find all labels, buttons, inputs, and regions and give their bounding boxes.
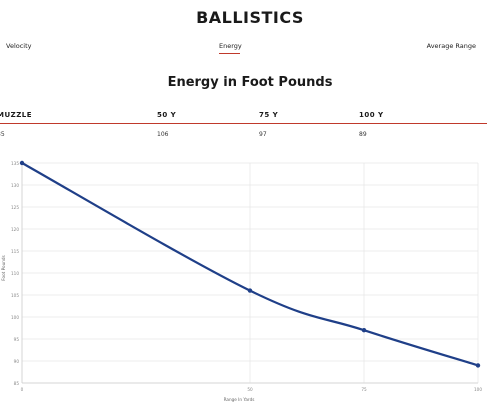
table-cell-75y: 97 (259, 131, 267, 138)
y-tick-label: 95 (14, 337, 20, 342)
tab-average-range[interactable]: Average Range (426, 42, 476, 50)
tab-energy[interactable]: Energy (219, 42, 242, 50)
data-point (247, 288, 253, 293)
table-cell-100y: 89 (359, 131, 367, 138)
table-header-75y: 75 Y (259, 111, 279, 119)
tab-velocity[interactable]: Velocity (6, 42, 32, 50)
y-tick-label: 110 (11, 271, 19, 276)
x-tick-label: 0 (21, 387, 24, 392)
y-tick-label: 115 (11, 249, 19, 254)
page-title: BALLISTICS (196, 8, 304, 27)
y-tick-label: 100 (11, 315, 19, 320)
y-tick-label: 125 (11, 205, 19, 210)
y-tick-label: 85 (14, 381, 20, 386)
y-tick-label: 135 (11, 161, 19, 166)
y-tick-label: 105 (11, 293, 19, 298)
y-tick-label: 130 (11, 183, 19, 188)
x-axis-label: Range In Yards (224, 397, 255, 402)
series-line (20, 161, 480, 367)
section-title: Energy in Foot Pounds (167, 75, 333, 90)
table-header-50y: 50 Y (157, 111, 177, 119)
table-cell-muzzle: 35 (0, 131, 5, 138)
table-header-100y: 100 Y (359, 111, 384, 119)
data-point (19, 160, 25, 166)
y-axis-label: Foot Pounds (1, 255, 6, 280)
x-tick-label: 75 (361, 387, 367, 392)
table-header-muzzle: MUZZLE (0, 111, 33, 119)
x-tick-label: 50 (247, 387, 253, 392)
data-point (361, 328, 367, 333)
y-tick-label: 120 (11, 227, 19, 232)
table-cell-50y: 106 (157, 131, 169, 138)
y-tick-label: 90 (14, 359, 20, 364)
table-divider (0, 123, 487, 124)
active-tab-indicator (219, 53, 240, 54)
data-point (475, 363, 481, 368)
x-tick-label: 100 (474, 387, 482, 392)
energy-chart: 85 90 95 100 105 110 115 120 125 130 135 0 50 75 100 Ra… (1, 160, 482, 402)
